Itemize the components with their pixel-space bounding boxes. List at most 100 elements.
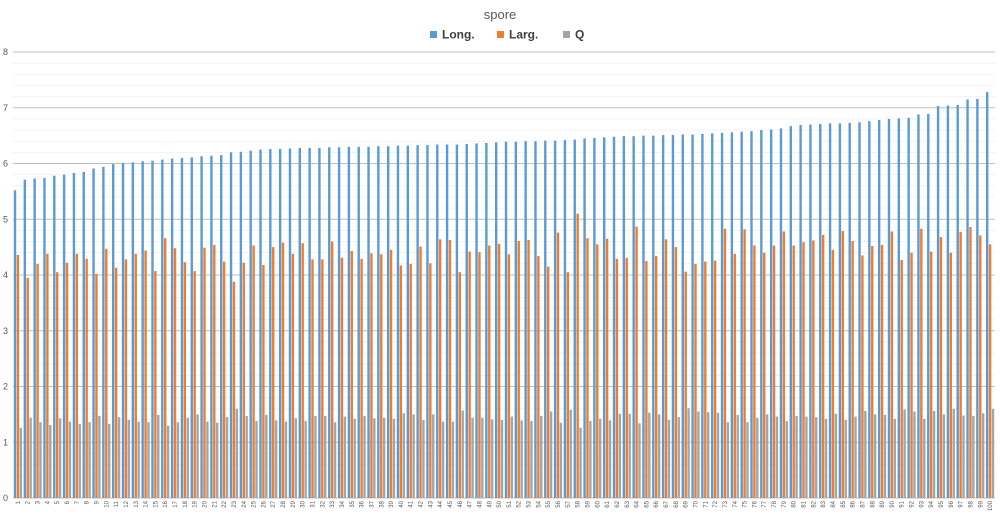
bar-larg-6 <box>65 262 69 498</box>
bar-larg-24 <box>242 262 245 498</box>
bar-q-27 <box>274 420 278 498</box>
x-tick-label: 7 <box>75 500 81 504</box>
y-tick-label: 5 <box>3 214 8 224</box>
x-tick-label: 3 <box>36 500 42 504</box>
x-tick-label: 70 <box>693 500 699 507</box>
bar-larg-83 <box>821 234 825 499</box>
bar-q-72 <box>716 412 720 498</box>
x-tick-label: 67 <box>664 500 670 507</box>
x-tick-label: 93 <box>919 500 925 507</box>
bar-q-100 <box>991 408 995 498</box>
bar-larg-66 <box>655 256 658 498</box>
x-tick-label: 51 <box>507 500 513 507</box>
bar-larg-21 <box>213 244 216 498</box>
bar-long-31 <box>308 147 311 498</box>
bar-larg-17 <box>173 248 177 498</box>
bar-larg-27 <box>272 247 275 499</box>
x-tick-label: 86 <box>851 500 857 507</box>
bar-q-35 <box>353 418 356 498</box>
bar-q-10 <box>107 423 111 498</box>
bar-larg-86 <box>851 240 854 499</box>
legend-label: Larg. <box>509 28 538 42</box>
bar-larg-61 <box>605 238 609 498</box>
x-tick-label: 2 <box>26 500 32 504</box>
bar-long-19 <box>190 157 193 498</box>
x-tick-label: 68 <box>674 500 680 507</box>
bar-q-78 <box>775 416 779 498</box>
x-tick-label: 22 <box>222 500 228 507</box>
bar-q-3 <box>39 422 42 498</box>
x-tick-label: 81 <box>802 500 808 507</box>
bar-q-5 <box>58 418 62 498</box>
bar-long-97 <box>956 104 959 499</box>
bar-larg-65 <box>645 261 648 498</box>
bar-q-45 <box>451 421 455 498</box>
bar-larg-11 <box>114 267 118 498</box>
bar-q-6 <box>68 421 72 498</box>
x-tick-label: 94 <box>929 500 935 507</box>
x-tick-label: 50 <box>497 500 503 507</box>
bar-long-53 <box>524 141 527 498</box>
bar-larg-80 <box>792 245 795 498</box>
bar-larg-95 <box>939 237 943 498</box>
bar-larg-79 <box>782 231 786 498</box>
bar-long-21 <box>210 155 213 498</box>
bar-larg-48 <box>478 252 481 498</box>
x-tick-label: 78 <box>772 500 778 507</box>
x-tick-label: 82 <box>811 500 817 507</box>
x-tick-label: 8 <box>85 500 91 504</box>
bar-long-9 <box>92 168 95 498</box>
bar-larg-28 <box>281 242 285 498</box>
bar-q-33 <box>333 422 337 498</box>
bar-long-16 <box>161 159 164 498</box>
bar-long-14 <box>141 161 144 498</box>
x-tick-label: 56 <box>556 500 562 507</box>
bar-larg-52 <box>517 240 520 499</box>
bar-larg-10 <box>105 248 108 498</box>
bar-q-87 <box>864 411 867 498</box>
bar-q-97 <box>962 415 965 498</box>
bar-long-79 <box>779 128 783 498</box>
bar-larg-19 <box>193 271 196 498</box>
x-tick-label: 21 <box>212 500 218 507</box>
bar-long-66 <box>652 135 655 499</box>
x-tick-label: 40 <box>399 500 405 507</box>
bar-q-66 <box>657 414 661 499</box>
bar-long-95 <box>936 106 940 498</box>
bar-q-51 <box>510 416 514 498</box>
bar-larg-77 <box>763 252 766 498</box>
x-tick-label: 59 <box>585 500 591 507</box>
x-tick-label: 14 <box>144 500 150 507</box>
bar-q-46 <box>461 410 464 498</box>
x-tick-label: 41 <box>409 500 415 507</box>
bar-larg-35 <box>350 251 353 498</box>
x-tick-label: 34 <box>340 500 346 507</box>
bar-larg-68 <box>674 247 678 499</box>
bar-q-2 <box>29 417 32 498</box>
bar-larg-96 <box>949 252 953 498</box>
bar-larg-73 <box>723 228 727 499</box>
bar-long-87 <box>858 122 861 498</box>
bar-q-31 <box>314 416 317 498</box>
bar-long-26 <box>259 149 262 498</box>
bar-long-50 <box>494 142 498 498</box>
bar-larg-81 <box>802 242 805 498</box>
bar-long-51 <box>504 141 508 498</box>
legend: Long. Larg. Q <box>430 28 584 42</box>
bar-long-27 <box>269 149 272 498</box>
bar-larg-8 <box>85 258 88 498</box>
bar-larg-38 <box>380 254 383 498</box>
bar-long-1 <box>13 190 17 498</box>
x-tick-label: 69 <box>684 500 690 507</box>
bar-q-62 <box>618 413 622 498</box>
bar-q-89 <box>883 414 887 498</box>
bar-long-88 <box>868 121 871 498</box>
x-tick-label: 11 <box>114 500 120 507</box>
bar-larg-5 <box>55 272 59 498</box>
bar-q-92 <box>913 411 916 498</box>
bar-larg-47 <box>468 251 471 498</box>
bar-larg-13 <box>134 253 137 498</box>
bar-q-49 <box>490 419 494 498</box>
bar-long-8 <box>82 171 85 499</box>
